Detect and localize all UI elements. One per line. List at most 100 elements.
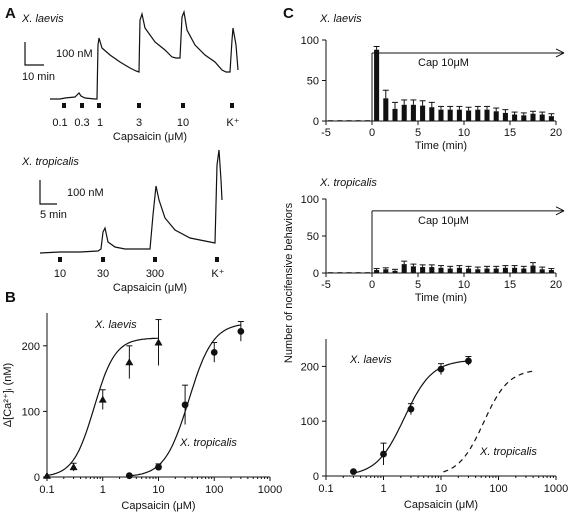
panel-a-bottom-trace <box>39 149 223 254</box>
data-point-triangle <box>125 358 134 366</box>
panel-a-top-scale-x: 10 min <box>22 71 55 83</box>
x-tick-label: 15 <box>504 279 516 291</box>
bar <box>392 270 398 273</box>
stim-mark <box>181 103 185 108</box>
x-tick-label: 0.1 <box>318 483 333 495</box>
bar <box>438 267 444 273</box>
bar <box>456 109 462 121</box>
data-point-triangle <box>154 338 163 346</box>
bar <box>502 267 508 273</box>
x-axis-label: Capsaicin (μM) <box>404 499 478 511</box>
data-point-circle <box>465 357 472 365</box>
bar <box>484 268 490 273</box>
bar <box>328 272 334 273</box>
x-tick-label: 1000 <box>258 484 282 496</box>
y-tick-label: 100 <box>301 194 319 206</box>
bar <box>355 272 361 273</box>
x-axis-label: Time (min) <box>415 292 467 304</box>
bar <box>420 267 426 273</box>
x-tick-label: -5 <box>321 127 331 139</box>
data-point-circle <box>437 365 445 373</box>
stim-mark <box>137 103 141 108</box>
x-tick-label: 15 <box>504 127 516 139</box>
data-point-circle <box>407 405 415 413</box>
bar <box>475 269 481 273</box>
bar <box>420 105 426 121</box>
x-tick-label: 1 <box>380 483 386 495</box>
data-point-triangle <box>98 395 107 403</box>
x-tick-label: 5 <box>415 127 421 139</box>
stim-mark <box>153 257 157 262</box>
bar <box>328 120 334 121</box>
fit-curve-0 <box>46 337 159 476</box>
bar <box>438 109 444 121</box>
x-tick-label: -5 <box>321 279 331 291</box>
x-tick-label: 1000 <box>544 483 568 495</box>
panel-a-bottom-scale-bar <box>39 180 57 205</box>
bar <box>521 115 527 121</box>
bar <box>401 104 407 121</box>
x-tick-label: 5 <box>415 279 421 291</box>
panel-a-bottom-species: X. tropicalis <box>21 156 79 168</box>
bar <box>429 267 435 273</box>
panel-a-top-scale-y: 100 nM <box>56 48 93 60</box>
y-tick-label: 100 <box>301 416 319 428</box>
panel-a-bottom-scale-y: 100 nM <box>67 187 104 199</box>
x-axis-label: Capsaicin (μM) <box>121 500 195 512</box>
bar <box>374 49 380 121</box>
x-tick-label: 10 <box>152 484 164 496</box>
stim-label: 10 <box>177 117 189 129</box>
panel-c-middle-species: X. tropicalis <box>319 177 377 189</box>
data-point-triangle <box>43 471 51 479</box>
panel-a-bottom-stim-marks <box>58 257 219 262</box>
x-axis-label: Time (min) <box>415 140 467 152</box>
bar <box>530 113 536 121</box>
bar <box>548 270 554 273</box>
bar <box>512 114 518 121</box>
stim-mark <box>101 257 105 262</box>
panel-label-c: C <box>283 5 294 22</box>
stim-label: 0.1 <box>52 117 67 129</box>
y-tick-label: 200 <box>22 341 40 353</box>
bar <box>466 268 472 273</box>
panel-c-shared-ylabel: Number of nocifensive behaviors <box>283 202 295 363</box>
bar <box>374 270 380 273</box>
bar <box>383 269 389 273</box>
panel-a-top-trace <box>50 9 239 100</box>
x-tick-label: 0 <box>369 279 375 291</box>
panel-b-label-tropicalis: X. tropicalis <box>179 437 237 449</box>
stim-mark <box>80 103 84 108</box>
x-tick-label: 1 <box>100 484 106 496</box>
data-point-circle <box>181 401 189 409</box>
panel-a-bottom-scale-x: 5 min <box>40 209 67 221</box>
x-tick-label: 20 <box>550 279 562 291</box>
panel-a-top-scale-bar <box>24 42 44 66</box>
panel-a-bottom: X. tropicalis 100 nM 5 min 10 30 300 K⁺ … <box>21 149 225 294</box>
x-tick-label: 10 <box>435 483 447 495</box>
stim-mark <box>58 257 62 262</box>
data-point-circle <box>155 463 162 471</box>
bar <box>484 109 490 121</box>
panel-a-top-xlabel: Capsaicin (μM) <box>113 131 187 143</box>
data-point-circle <box>237 327 245 335</box>
x-tick-label: 100 <box>205 484 223 496</box>
y-tick-label: 200 <box>301 361 319 373</box>
data-point-circle <box>125 472 133 480</box>
stim-label: 30 <box>97 268 109 280</box>
bar <box>410 104 416 121</box>
x-tick-label: 10 <box>458 279 470 291</box>
bar <box>475 109 481 121</box>
panel-b-chart: 0.1 1 10 100 1000 0 100 200 Capsaicin (μM) Δ[Ca²⁺… <box>2 313 282 512</box>
bar <box>401 264 407 273</box>
panel-a-top: X. laevis 100 nM 10 min 0.1 0.3 1 3 10 K… <box>21 9 240 143</box>
stim-label: 1 <box>97 117 103 129</box>
y-tick-label: 100 <box>301 35 319 47</box>
data-point-circle <box>210 348 218 356</box>
stim-label: K⁺ <box>226 117 239 129</box>
data-point-triangle <box>69 463 78 471</box>
bar <box>383 98 389 121</box>
stim-label: 0.3 <box>74 117 89 129</box>
bar <box>337 120 343 121</box>
panel-c-bottom-label-laevis: X. laevis <box>349 354 392 366</box>
